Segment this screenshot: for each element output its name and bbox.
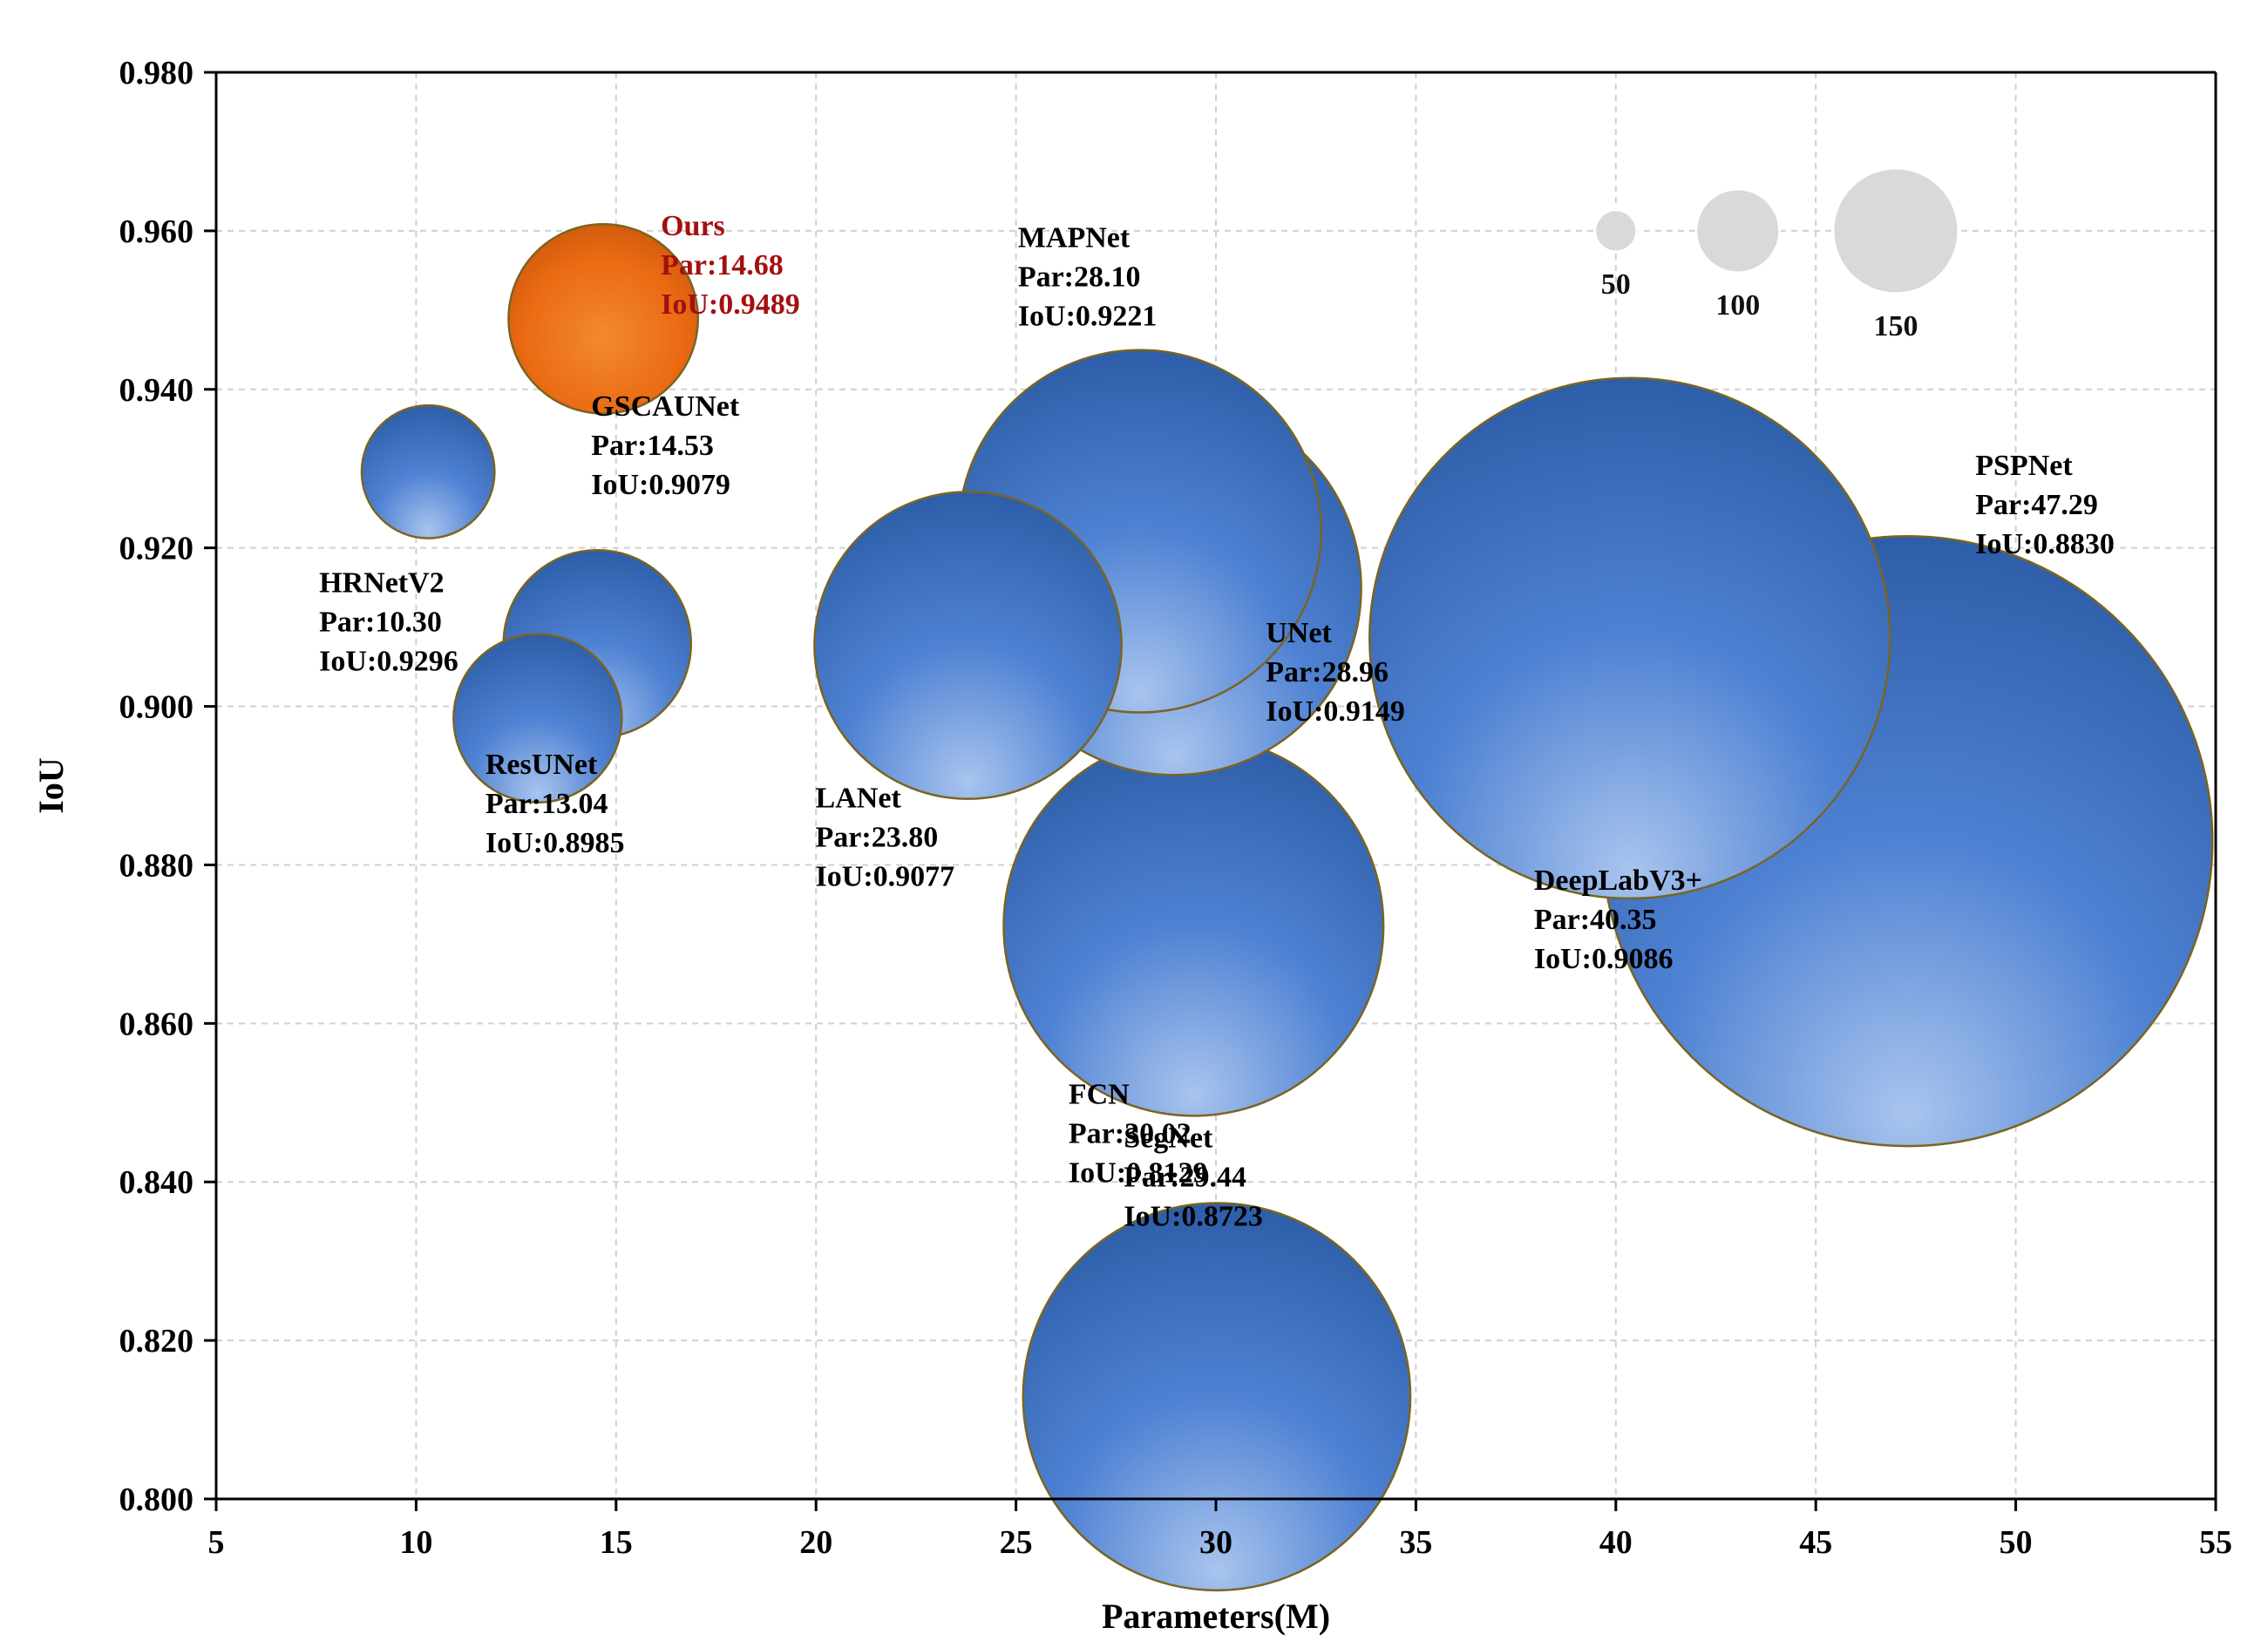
- size-legend-bubble-50: [1593, 208, 1639, 254]
- y-tick-label-0.940: 0.940: [119, 372, 194, 409]
- x-tick-label-20: 20: [799, 1524, 832, 1561]
- label-unet-line-1: UNet: [1266, 617, 1332, 649]
- label-resunet-line-1: ResUNet: [486, 749, 598, 781]
- label-hrnetv2-line-3: IoU:0.9296: [319, 646, 458, 678]
- x-tick-label-30: 30: [1199, 1524, 1232, 1561]
- size-legend: 50 100 150: [1593, 166, 1960, 342]
- y-tick-label-0.840: 0.840: [119, 1164, 194, 1201]
- label-mapnet-line-2: Par:28.10: [1018, 261, 1141, 294]
- y-tick-label-0.920: 0.920: [119, 531, 194, 567]
- bubble-hrnetv2: [360, 403, 496, 539]
- bubble-ours: [507, 222, 700, 415]
- label-mapnet-line-1: MAPNet: [1018, 222, 1131, 254]
- label-deeplabv3--line-2: Par:40.35: [1534, 904, 1657, 936]
- y-tick-label-0.820: 0.820: [119, 1323, 194, 1360]
- label-lanet-line-2: Par:23.80: [816, 822, 939, 854]
- label-hrnetv2-line-1: HRNetV2: [319, 567, 445, 600]
- bubble-lanet: [813, 491, 1123, 800]
- label-hrnetv2-line-2: Par:10.30: [319, 607, 442, 639]
- label-fcn-line-2: Par:30.02: [1069, 1118, 1192, 1150]
- y-tick-label-0.800: 0.800: [119, 1482, 194, 1518]
- label-unet-line-3: IoU:0.9149: [1266, 695, 1405, 728]
- label-pspnet-line-3: IoU:0.8830: [1975, 528, 2115, 560]
- y-tick-label-0.960: 0.960: [119, 214, 194, 250]
- label-segnet-line-3: IoU:0.8723: [1124, 1200, 1263, 1232]
- label-pspnet-line-2: Par:47.29: [1975, 489, 2098, 521]
- y-tick-label-0.900: 0.900: [119, 689, 194, 726]
- axes: 5 10 15 20 25 30 35 40 45 50 55 0.800 0.820 0.840 0.86…: [119, 55, 2233, 1561]
- size-legend-label-100: 100: [1715, 289, 1760, 322]
- label-deeplabv3--line-1: DeepLabV3+: [1534, 865, 1702, 897]
- bubble-labels: Ours Par:14.68 IoU:0.9489 HRNetV2 Par:10.30 I…: [319, 210, 2115, 1232]
- size-legend-label-150: 150: [1873, 310, 1918, 342]
- bubble-resunet: [452, 633, 623, 804]
- bubbles: [360, 222, 2214, 1592]
- label-lanet-line-3: IoU:0.9077: [816, 861, 955, 893]
- x-tick-label-45: 45: [1799, 1524, 1832, 1561]
- x-tick-label-5: 5: [208, 1524, 225, 1561]
- label-lanet-line-1: LANet: [816, 783, 902, 815]
- label-resunet-line-2: Par:13.04: [486, 788, 608, 820]
- bubble-segnet: [1002, 735, 1385, 1117]
- x-tick-label-25: 25: [1000, 1524, 1033, 1561]
- size-legend-label-50: 50: [1601, 268, 1631, 301]
- label-gscaunet-line-2: Par:14.53: [591, 430, 714, 462]
- label-mapnet-line-3: IoU:0.9221: [1018, 301, 1158, 333]
- label-ours-line-1: Ours: [661, 210, 725, 242]
- label-resunet-line-3: IoU:0.8985: [486, 827, 625, 859]
- label-segnet-line-1: SegNet: [1124, 1122, 1213, 1154]
- label-ours-line-3: IoU:0.9489: [661, 288, 800, 321]
- label-unet-line-2: Par:28.96: [1266, 656, 1389, 688]
- y-tick-label-0.880: 0.880: [119, 847, 194, 884]
- size-legend-bubble-150: [1831, 166, 1960, 295]
- bubble-deeplabv3-: [1368, 376, 1891, 900]
- label-gscaunet-line-3: IoU:0.9079: [591, 469, 730, 501]
- x-tick-label-50: 50: [2000, 1524, 2033, 1561]
- label-deeplabv3--line-3: IoU:0.9086: [1534, 943, 1674, 975]
- label-fcn-line-3: IoU:0.8129: [1069, 1157, 1208, 1190]
- y-tick-label-0.980: 0.980: [119, 55, 194, 92]
- x-tick-label-10: 10: [399, 1524, 432, 1561]
- label-ours-line-2: Par:14.68: [661, 249, 784, 281]
- x-tick-label-55: 55: [2199, 1524, 2232, 1561]
- bubble-fcn: [1022, 1202, 1412, 1592]
- label-fcn-line-1: FCN: [1069, 1079, 1130, 1111]
- x-tick-label-15: 15: [600, 1524, 633, 1561]
- y-axis-title: IoU: [31, 757, 71, 813]
- x-tick-label-40: 40: [1599, 1524, 1633, 1561]
- size-legend-bubble-100: [1694, 187, 1782, 275]
- y-tick-label-0.860: 0.860: [119, 1006, 194, 1042]
- label-segnet-line-2: Par:29.44: [1124, 1161, 1246, 1193]
- x-axis-title: Parameters(M): [1102, 1597, 1330, 1636]
- label-gscaunet-line-1: GSCAUNet: [591, 390, 740, 423]
- x-tick-label-35: 35: [1399, 1524, 1432, 1561]
- label-pspnet-line-1: PSPNet: [1975, 450, 2073, 482]
